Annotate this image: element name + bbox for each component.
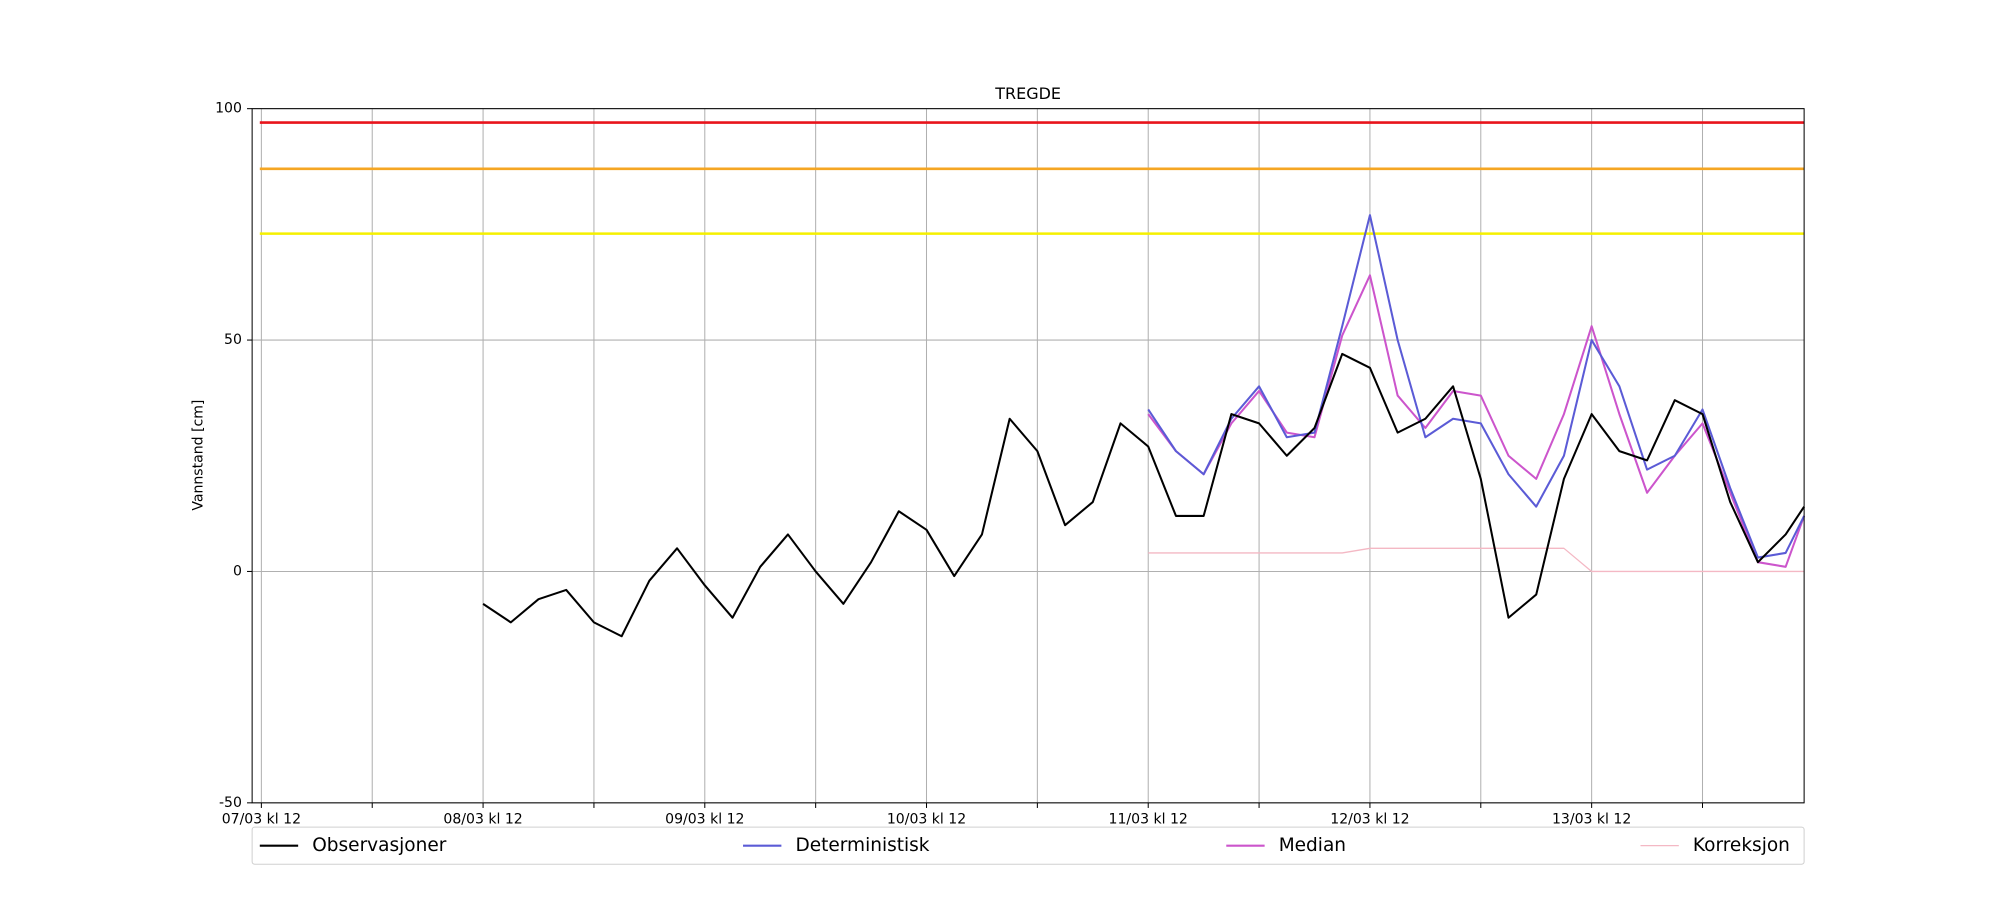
series-line [1147,274,1806,568]
legend-label: Median [1279,835,1346,856]
y-axis-label: Vannstand [cm] [190,400,206,511]
legend-label: Observasjoner [312,835,447,856]
chart-title: TREGDE [994,84,1061,103]
y-tick-label: 100 [215,101,242,117]
legend-label: Deterministisk [795,835,929,856]
series-line [1148,547,1805,573]
plot-frame [251,108,1805,804]
series-line [1147,214,1806,559]
x-tick-label: 10/03 kl 12 [887,811,966,827]
series-line [482,352,1805,638]
y-tick-label: 50 [224,332,242,348]
x-tick-label: 12/03 kl 12 [1330,811,1409,827]
y-tick-label: -50 [219,795,242,811]
x-tick-label: 11/03 kl 12 [1109,811,1188,827]
y-tick-label: 0 [233,563,242,579]
x-tick-label: 09/03 kl 12 [665,811,744,827]
x-tick-label: 07/03 kl 12 [222,811,301,827]
legend-label: Korreksjon [1693,835,1790,856]
x-tick-label: 13/03 kl 12 [1552,811,1631,827]
x-tick-label: 08/03 kl 12 [443,811,522,827]
legend-box [251,826,1805,865]
